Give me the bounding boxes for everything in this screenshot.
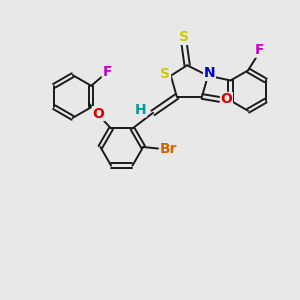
Text: S: S <box>179 30 189 44</box>
Text: N: N <box>204 66 215 80</box>
Text: F: F <box>255 43 264 57</box>
Text: S: S <box>160 67 170 81</box>
Text: H: H <box>135 103 146 117</box>
Text: Br: Br <box>160 142 177 155</box>
Text: O: O <box>92 106 104 121</box>
Text: F: F <box>102 65 112 80</box>
Text: O: O <box>220 92 232 106</box>
